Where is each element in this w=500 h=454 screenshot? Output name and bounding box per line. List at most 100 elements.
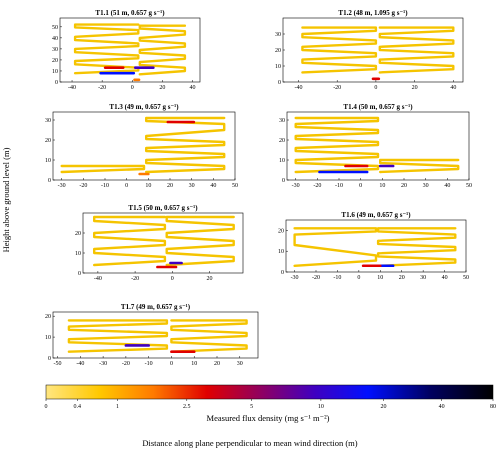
panels: T1.1 (51 m, 0.657 g s⁻¹) -40 -20 0 20 40 0 10 20… (45, 9, 472, 367)
x-tick-label: 10 (377, 275, 383, 281)
x-tick-label: -20 (333, 85, 341, 91)
flight-track-right (376, 227, 457, 267)
x-tick-label: -10 (101, 183, 109, 189)
y-tick-label: 30 (275, 32, 281, 38)
colorbar-tick-label: 2.5 (183, 404, 191, 410)
y-tick-label: 30 (279, 118, 285, 124)
colorbar-tick-label: 1 (116, 404, 119, 410)
panel-T1-3: T1.3 (49 m, 0.657 g s⁻¹) -30 -20 -10 0 10 20 30… (45, 103, 238, 189)
y-tick-label: 10 (45, 335, 51, 341)
x-tick-label: 10 (379, 183, 385, 189)
y-tick-label: 20 (75, 231, 81, 237)
flight-track-right (379, 158, 460, 174)
panel-title: T1.4 (50 m, 0.657 g s⁻¹) (343, 103, 413, 111)
x-tick-label: -30 (99, 361, 107, 367)
colorbar-tick-label: 5 (250, 404, 253, 410)
flight-track-left (301, 26, 378, 74)
x-tick-label: -20 (312, 275, 320, 281)
y-tick-label: 0 (78, 271, 81, 277)
x-tick-label: 30 (237, 361, 243, 367)
flight-track-left (293, 227, 378, 267)
y-tick-label: 30 (45, 118, 51, 124)
y-tick-label: 20 (52, 58, 58, 64)
y-tick-label: 50 (52, 25, 58, 31)
flight-track-left (294, 116, 380, 174)
x-tick-label: -40 (76, 361, 84, 367)
x-tick-label: 30 (423, 183, 429, 189)
x-tick-label: 10 (145, 183, 151, 189)
x-tick-label: 0 (170, 361, 173, 367)
colorbar-tick-label: 80 (490, 404, 496, 410)
colorbar-ticks: 0 0.4 1 2.5 5 10 20 40 80 (45, 399, 496, 410)
y-tick-label: 0 (55, 80, 58, 86)
x-tick-label: 20 (412, 85, 418, 91)
x-tick-label: 0 (374, 85, 377, 91)
panel-title: T1.2 (48 m, 1.095 g s⁻¹) (338, 9, 408, 17)
x-tick-label: 50 (466, 183, 472, 189)
x-tick-label: -20 (122, 361, 130, 367)
x-tick-label: -10 (145, 361, 153, 367)
panel-T1-1: T1.1 (51 m, 0.657 g s⁻¹) -40 -20 0 20 40 0 10 20… (52, 9, 201, 91)
flight-track-right (170, 319, 248, 353)
colorbar-gradient (45, 384, 494, 400)
y-tick-label: 10 (52, 69, 58, 75)
x-tick-label: -30 (292, 183, 300, 189)
y-tick-label: 40 (52, 36, 58, 42)
colorbar: 0 0.4 1 2.5 5 10 20 40 80 Measured flux density … (45, 384, 496, 423)
x-tick-label: 40 (210, 183, 216, 189)
x-tick-label: 20 (399, 275, 405, 281)
x-tick-label: 40 (442, 275, 448, 281)
y-tick-label: 0 (282, 178, 285, 184)
flight-track-right (145, 116, 226, 174)
y-tick-label: 10 (45, 158, 51, 164)
y-tick-label: 20 (279, 138, 285, 144)
x-tick-label: 40 (189, 85, 195, 91)
x-tick-label: -20 (313, 183, 321, 189)
colorbar-tick-label: 40 (439, 404, 445, 410)
panel-T1-2: T1.2 (48 m, 1.095 g s⁻¹) -40 -20 0 20 40 0 10 20… (275, 9, 464, 91)
x-tick-label: 0 (359, 183, 362, 189)
y-tick-label: 0 (278, 80, 281, 86)
y-tick-label: 0 (48, 178, 51, 184)
panel-title: T1.7 (49 m, 0.657 g s⁻¹) (121, 303, 191, 311)
colorbar-label: Measured flux density (mg s⁻¹ m⁻²) (207, 413, 330, 423)
x-tick-label: 20 (214, 361, 220, 367)
panel-T1-5: T1.5 (50 m, 0.657 g s⁻¹) -40 -20 0 20 0 10 20 (75, 204, 244, 282)
x-tick-label: -40 (94, 276, 102, 282)
x-tick-label: 10 (191, 361, 197, 367)
x-tick-label: 20 (159, 85, 165, 91)
x-tick-label: -50 (54, 361, 62, 367)
y-tick-label: 0 (48, 356, 51, 362)
x-tick-label: 0 (131, 85, 134, 91)
x-tick-label: 0 (171, 276, 174, 282)
y-tick-label: 10 (75, 251, 81, 257)
x-tick-label: 40 (450, 85, 456, 91)
panel-T1-7: T1.7 (49 m, 0.657 g s⁻¹) -50 -40 -30 -20 -10 0… (45, 303, 259, 367)
flight-track-right (378, 26, 455, 74)
x-tick-label: -30 (291, 275, 299, 281)
y-tick-label: 10 (279, 158, 285, 164)
x-tick-label: 30 (189, 183, 195, 189)
panel-T1-6: T1.6 (49 m, 0.657 g s⁻¹) -30 -20 -10 0 10 20 30… (278, 211, 469, 281)
y-tick-label: 20 (275, 48, 281, 54)
y-tick-label: 10 (278, 249, 284, 255)
colorbar-tick-label: 10 (318, 404, 324, 410)
y-tick-label: 30 (52, 47, 58, 53)
x-tick-label: 40 (444, 183, 450, 189)
x-tick-label: -10 (335, 183, 343, 189)
panel-title: T1.6 (49 m, 0.657 g s⁻¹) (341, 211, 411, 219)
x-tick-label: 0 (125, 183, 128, 189)
x-tick-label: 50 (463, 275, 469, 281)
colorbar-tick-label: 0.4 (74, 404, 82, 410)
x-tick-label: -40 (294, 85, 302, 91)
colorbar-tick-label: 20 (380, 404, 386, 410)
panel-T1-4: T1.4 (50 m, 0.657 g s⁻¹) -30 -20 -10 0 10 20 30… (279, 103, 472, 189)
x-tick-label: -20 (131, 276, 139, 282)
x-tick-label: 20 (167, 183, 173, 189)
flight-track-left (93, 215, 167, 267)
y-tick-label: 20 (278, 228, 284, 234)
flight-track-left (73, 23, 140, 75)
y-tick-label: 20 (45, 138, 51, 144)
panel-title: T1.1 (51 m, 0.657 g s⁻¹) (95, 9, 165, 17)
